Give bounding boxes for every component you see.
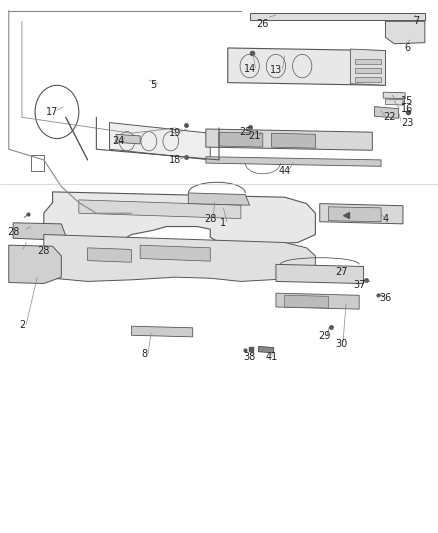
Text: 29: 29 [318, 331, 330, 341]
Polygon shape [355, 68, 381, 73]
Polygon shape [250, 13, 425, 20]
Polygon shape [383, 92, 405, 99]
Text: 22: 22 [384, 112, 396, 122]
Text: 19: 19 [169, 128, 181, 138]
Text: 37: 37 [353, 280, 365, 290]
Polygon shape [88, 248, 131, 262]
Polygon shape [131, 326, 193, 337]
Polygon shape [350, 49, 385, 85]
Polygon shape [374, 107, 399, 118]
Text: 5: 5 [150, 80, 156, 90]
Text: 2: 2 [19, 320, 25, 330]
Text: 1: 1 [220, 218, 226, 228]
Polygon shape [188, 193, 250, 205]
Polygon shape [258, 346, 274, 353]
Text: 38: 38 [244, 352, 256, 362]
Polygon shape [116, 134, 140, 144]
Polygon shape [320, 204, 403, 224]
Text: 21: 21 [248, 131, 260, 141]
Polygon shape [276, 293, 359, 309]
Polygon shape [385, 99, 403, 105]
Text: 28: 28 [204, 214, 216, 223]
Text: 25: 25 [239, 127, 251, 137]
Text: 24: 24 [112, 136, 124, 146]
Text: 28: 28 [7, 227, 19, 237]
Text: 26: 26 [257, 19, 269, 29]
Polygon shape [206, 129, 372, 150]
Text: 44: 44 [279, 166, 291, 175]
Text: 30: 30 [336, 339, 348, 349]
Text: 13: 13 [270, 66, 282, 75]
Text: 14: 14 [244, 64, 256, 74]
Text: 16: 16 [401, 104, 413, 114]
Text: 15: 15 [401, 96, 413, 106]
Text: 4: 4 [382, 214, 389, 223]
Polygon shape [110, 123, 210, 160]
Polygon shape [140, 245, 210, 261]
Polygon shape [385, 21, 425, 44]
Polygon shape [228, 48, 385, 85]
Polygon shape [285, 295, 328, 308]
Text: 36: 36 [379, 294, 392, 303]
Polygon shape [355, 77, 381, 82]
Text: 7: 7 [413, 17, 419, 26]
Polygon shape [13, 223, 66, 240]
Text: 28: 28 [38, 246, 50, 255]
Text: 41: 41 [265, 352, 278, 362]
Polygon shape [355, 59, 381, 64]
Polygon shape [9, 245, 61, 284]
Polygon shape [276, 264, 364, 284]
Polygon shape [44, 192, 315, 245]
Polygon shape [44, 235, 315, 281]
Polygon shape [328, 207, 381, 222]
Polygon shape [272, 133, 315, 148]
Polygon shape [219, 132, 263, 147]
Polygon shape [79, 200, 241, 219]
Text: 18: 18 [169, 155, 181, 165]
Polygon shape [206, 157, 381, 166]
Text: 27: 27 [336, 267, 348, 277]
Text: 17: 17 [46, 107, 59, 117]
Text: 6: 6 [404, 43, 410, 53]
Text: 8: 8 [141, 350, 148, 359]
Text: 23: 23 [401, 118, 413, 127]
